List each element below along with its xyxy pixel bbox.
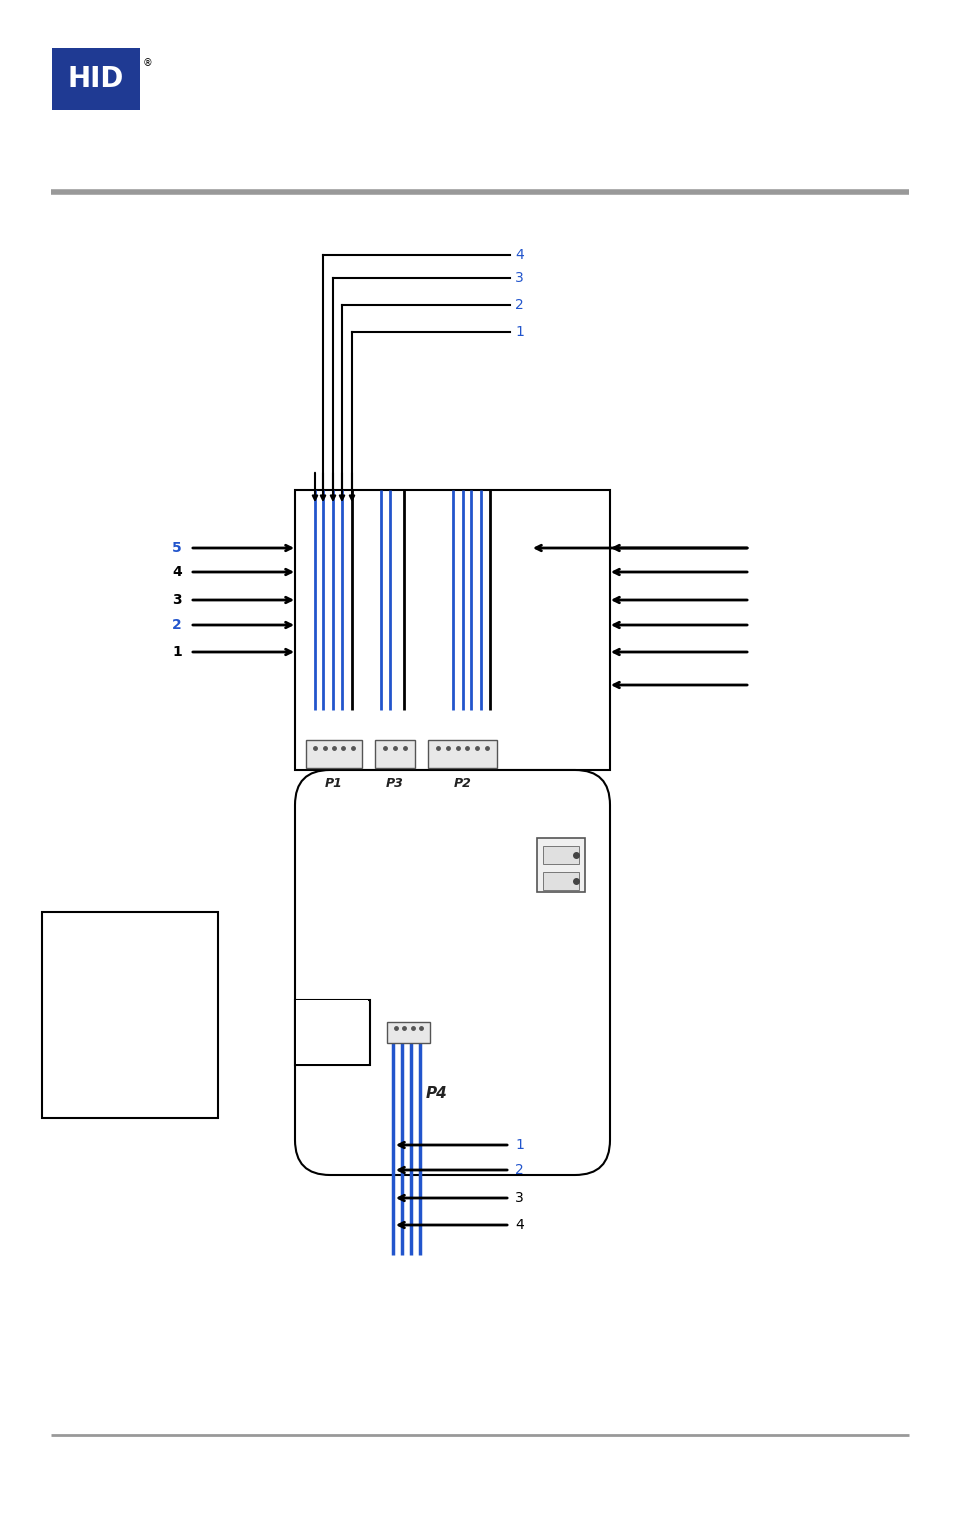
Text: 4: 4 bbox=[515, 1219, 523, 1232]
Text: 1: 1 bbox=[172, 644, 182, 660]
Bar bbox=[387, 1022, 430, 1043]
Text: P1: P1 bbox=[325, 777, 342, 789]
Bar bbox=[542, 846, 578, 864]
Text: P4: P4 bbox=[425, 1086, 447, 1101]
Text: 5: 5 bbox=[172, 541, 182, 554]
Text: HID: HID bbox=[68, 66, 124, 93]
Text: 1: 1 bbox=[515, 1138, 523, 1151]
Text: ®: ® bbox=[143, 58, 152, 69]
Text: 2: 2 bbox=[515, 1164, 523, 1177]
Text: P3: P3 bbox=[386, 777, 403, 789]
Bar bbox=[542, 872, 578, 890]
Text: 2: 2 bbox=[515, 298, 523, 312]
Bar bbox=[306, 741, 361, 768]
Text: P2: P2 bbox=[453, 777, 471, 789]
Text: 2: 2 bbox=[172, 618, 182, 632]
Bar bbox=[428, 741, 497, 768]
Bar bbox=[296, 1000, 368, 1064]
Text: 3: 3 bbox=[515, 270, 523, 286]
Text: 4: 4 bbox=[172, 565, 182, 579]
Bar bbox=[294, 1000, 370, 1064]
Bar bbox=[42, 912, 218, 1118]
FancyBboxPatch shape bbox=[294, 770, 609, 1174]
Text: 4: 4 bbox=[515, 247, 523, 263]
Text: 3: 3 bbox=[515, 1191, 523, 1205]
Text: 3: 3 bbox=[172, 592, 182, 608]
Text: 1: 1 bbox=[515, 325, 523, 339]
Bar bbox=[52, 47, 140, 110]
Bar bbox=[375, 741, 415, 768]
Bar bbox=[294, 490, 609, 770]
Bar bbox=[537, 838, 584, 892]
